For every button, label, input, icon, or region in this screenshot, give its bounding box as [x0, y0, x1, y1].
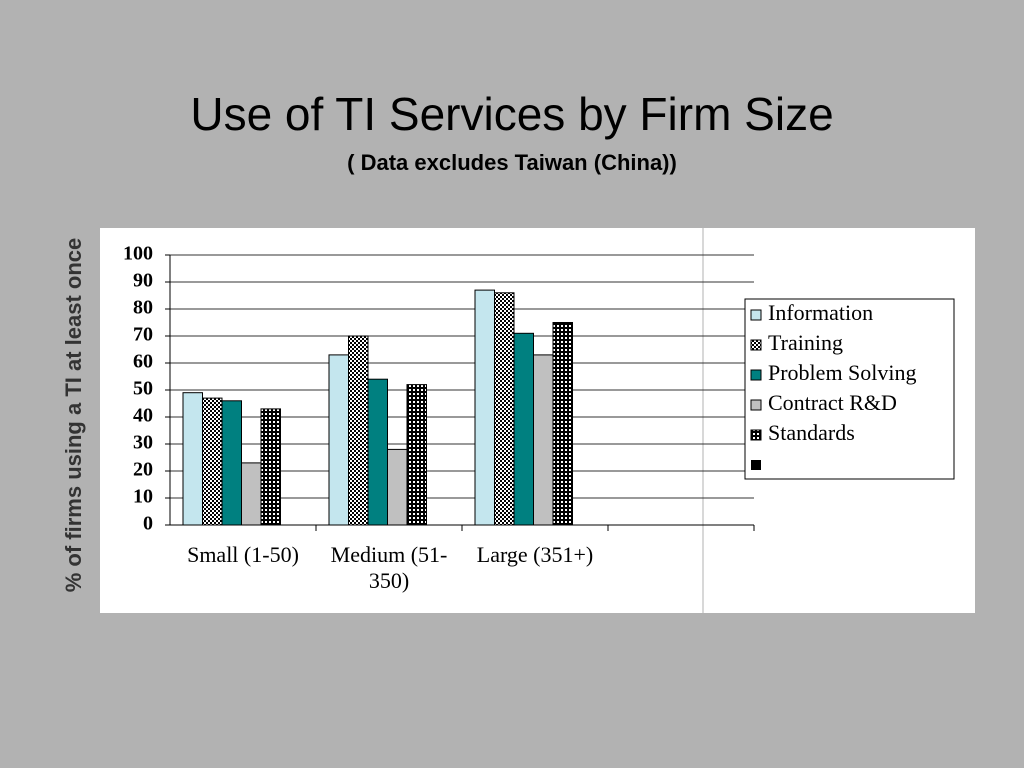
x-tick-label: Small (1-50)	[187, 542, 299, 567]
legend-label: Problem Solving	[768, 360, 917, 385]
y-axis-label: % of firms using a TI at least once	[61, 238, 86, 593]
bar	[348, 335, 369, 526]
x-tick-label: Large (351+)	[476, 542, 594, 567]
bar	[328, 354, 349, 526]
legend-swatch	[750, 399, 762, 411]
legend-label: Training	[768, 330, 843, 355]
y-tick-label: 60	[133, 351, 153, 373]
y-tick-label: 40	[133, 405, 153, 427]
bar	[474, 289, 495, 526]
bar	[260, 408, 281, 526]
y-tick-label: 20	[133, 459, 153, 481]
bar	[241, 462, 262, 526]
bar	[513, 332, 534, 526]
legend-label: Contract R&D	[768, 390, 897, 415]
bar	[406, 384, 427, 526]
bar	[533, 354, 554, 526]
y-tick-label: 90	[133, 270, 153, 292]
legend-box	[744, 298, 955, 480]
y-tick-label: 70	[133, 324, 153, 346]
bar	[552, 322, 573, 526]
legend-label: Information	[768, 300, 873, 325]
legend-swatch	[751, 460, 761, 470]
legend-swatch	[750, 339, 762, 351]
x-tick-label: Medium (51-350)	[330, 542, 448, 593]
bar	[387, 448, 408, 526]
y-tick-label: 80	[133, 297, 153, 319]
bar	[367, 378, 388, 526]
chart-subtitle: ( Data excludes Taiwan (China))	[347, 150, 677, 175]
bar	[182, 392, 203, 526]
y-tick-label: 10	[133, 486, 153, 508]
y-tick-label: 50	[133, 378, 153, 400]
legend-swatch	[750, 429, 762, 441]
y-tick-label: 30	[133, 432, 153, 454]
chart-title: Use of TI Services by Firm Size	[190, 88, 833, 140]
legend-swatch	[750, 369, 762, 381]
bar	[221, 400, 242, 526]
y-tick-label: 0	[143, 513, 153, 535]
y-tick-label: 100	[123, 243, 153, 265]
bar	[202, 397, 223, 526]
legend-label: Standards	[768, 420, 855, 445]
bar	[494, 292, 515, 526]
legend-swatch	[750, 309, 762, 321]
